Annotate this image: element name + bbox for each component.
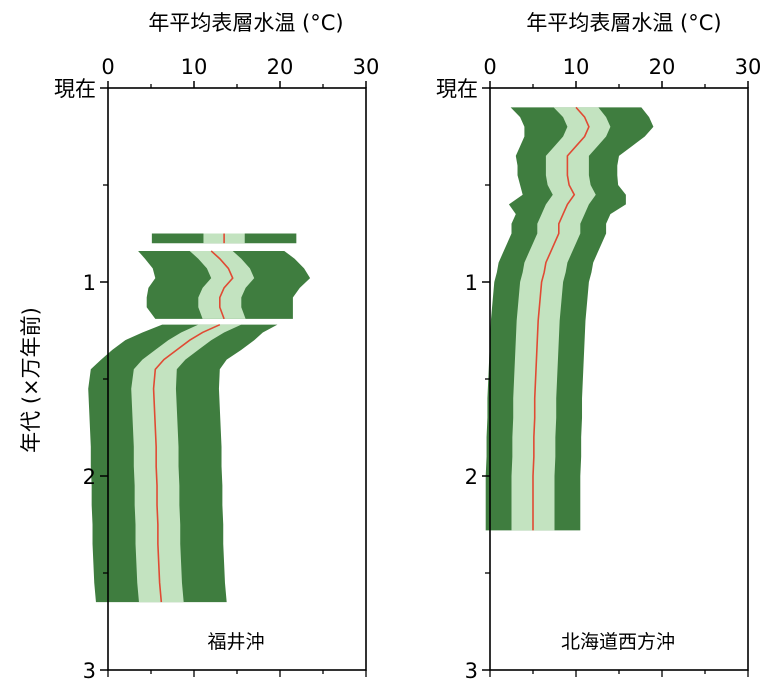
median-line [532, 106, 590, 531]
y-tick-label: 現在 [54, 77, 96, 101]
panel-title: 年平均表層水温 (°C) [526, 11, 721, 35]
x-tick-label: 30 [353, 55, 380, 79]
x-tick-label: 10 [563, 55, 590, 79]
y-tick-label: 2 [465, 465, 478, 489]
inner-band [131, 324, 242, 603]
x-tick-label: 0 [483, 55, 496, 79]
x-tick-label: 30 [735, 55, 762, 79]
y-tick-label: 3 [465, 659, 478, 679]
panel-hokkaido: 年平均表層水温 (°C) 0 10 20 30 現在 1 2 3 北海道西方沖 [436, 11, 761, 679]
y-tick-label: 3 [83, 659, 96, 679]
y-axis-label: 年代 (×万年前) [19, 307, 43, 453]
site-label: 北海道西方沖 [561, 631, 675, 653]
x-tick-label: 0 [101, 55, 114, 79]
x-tick-label: 10 [181, 55, 208, 79]
ticks-group: 0 10 20 30 現在 1 2 3 [436, 55, 761, 679]
outer-band [88, 324, 278, 603]
site-label: 福井沖 [207, 631, 264, 653]
inner-band [511, 107, 611, 531]
ticks-group: 0 10 20 30 現在 1 2 3 [54, 55, 379, 679]
y-tick-label: 1 [465, 271, 478, 295]
x-tick-label: 20 [649, 55, 676, 79]
panel-fukui: 年平均表層水温 (°C) 0 10 20 30 現在 1 2 3 福井沖 [54, 11, 379, 679]
y-tick-label: 現在 [436, 77, 478, 101]
median-line [210, 250, 234, 320]
bands-group [88, 233, 311, 603]
y-tick-label: 1 [83, 271, 96, 295]
panel-title: 年平均表層水温 (°C) [148, 11, 343, 35]
median-line [152, 323, 221, 603]
bands-group [485, 106, 654, 531]
x-tick-label: 20 [267, 55, 294, 79]
inner-band [189, 250, 255, 319]
y-tick-label: 2 [83, 465, 96, 489]
